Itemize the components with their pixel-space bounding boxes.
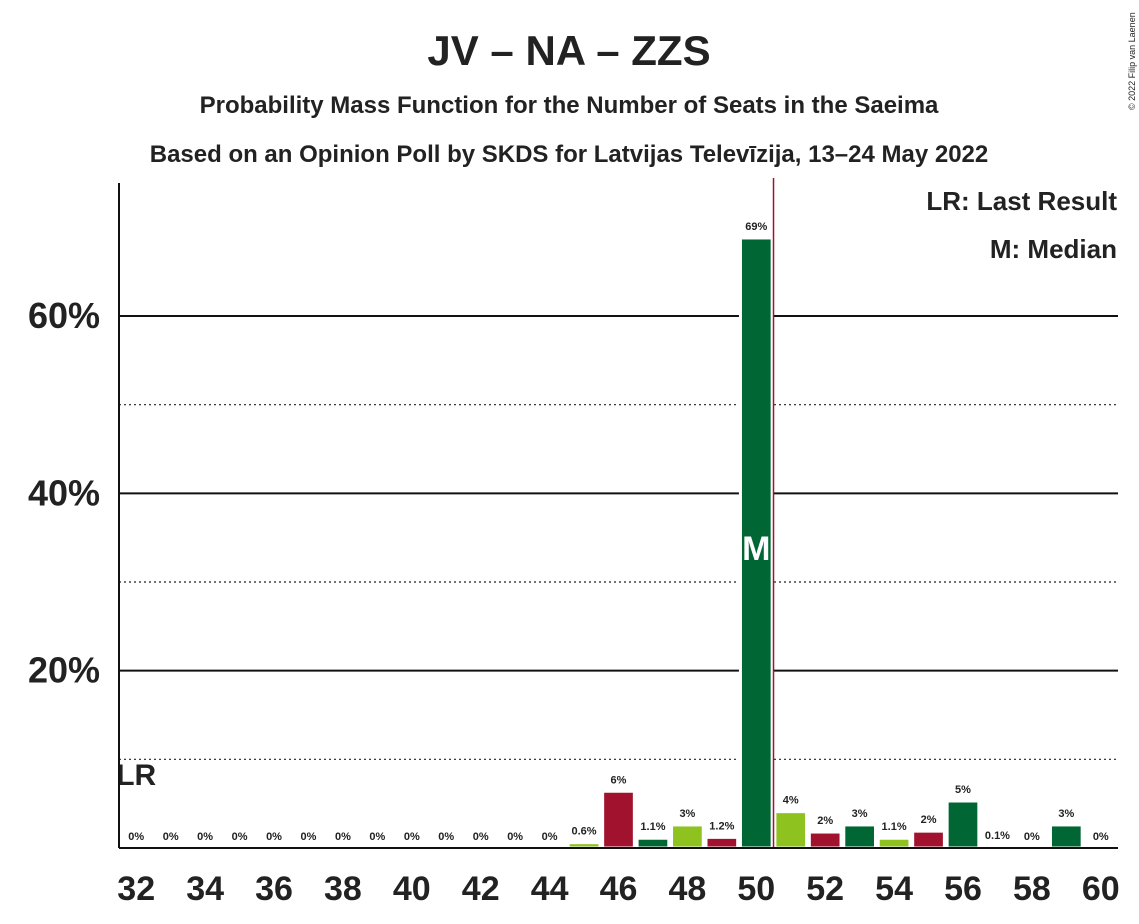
value-label: 2% [817,815,833,827]
value-label: 5% [955,784,971,796]
x-tick-label: 40 [393,870,431,908]
legend-entry: M: Median [990,234,1117,264]
bar [601,789,636,850]
value-label: 0% [404,831,420,843]
value-label: 0% [128,831,144,843]
value-label: 0% [266,831,282,843]
subtitle: Based on an Opinion Poll by SKDS for Lat… [150,141,989,168]
bar [1048,823,1084,850]
x-tick-label: 38 [324,870,362,908]
bar [635,836,671,850]
bar [911,829,946,850]
value-label: 0% [232,831,248,843]
x-tick-label: 60 [1082,870,1120,908]
x-tick-label: 34 [186,870,224,908]
x-tick-label: 50 [737,870,775,908]
value-label: 69% [745,221,767,233]
value-label: 0% [301,831,317,843]
bar [773,810,809,850]
value-label: 0% [542,831,558,843]
value-label: 6% [611,774,627,786]
value-label: 0% [507,831,523,843]
bar [842,823,877,850]
value-label: 1.1% [882,821,907,833]
bar [876,836,912,850]
y-tick-label: 60% [28,295,100,336]
x-tick-label: 58 [1013,870,1051,908]
value-label: 1.1% [640,821,665,833]
value-label: 0% [1093,831,1109,843]
value-label: 0% [369,831,385,843]
bar [945,799,981,850]
value-label: 4% [783,795,799,807]
chart-title: JV – NA – ZZS [427,27,710,74]
value-label: 0% [438,831,454,843]
value-label: 0% [1024,831,1040,843]
y-tick-label: 40% [28,472,100,513]
median-marker: M [742,530,770,568]
x-tick-label: 36 [255,870,293,908]
x-tick-label: 52 [806,870,844,908]
y-tick-label: 20% [28,650,100,691]
x-tick-label: 54 [875,870,913,908]
value-label: 0.1% [985,830,1010,842]
value-label: 0% [335,831,351,843]
x-tick-label: 48 [668,870,706,908]
x-tick-label: 56 [944,870,982,908]
subtitle: Probability Mass Function for the Number… [200,92,939,119]
value-label: 3% [852,808,868,820]
value-label: 1.2% [709,820,734,832]
last-result-marker: LR [116,759,156,792]
copyright: © 2022 Filip van Laenen [1127,12,1137,110]
value-label: 0% [473,831,489,843]
value-label: 0% [197,831,213,843]
x-tick-label: 46 [600,870,638,908]
x-tick-label: 44 [531,870,569,908]
x-tick-label: 42 [462,870,500,908]
bar [807,830,843,850]
value-label: 2% [921,814,937,826]
legend-entry: LR: Last Result [926,186,1117,216]
value-label: 3% [679,808,695,820]
value-label: 0% [163,831,179,843]
bar [704,835,740,850]
x-tick-label: 32 [117,870,155,908]
value-label: 0.6% [572,826,597,838]
value-label: 3% [1058,808,1074,820]
bar [670,823,705,850]
